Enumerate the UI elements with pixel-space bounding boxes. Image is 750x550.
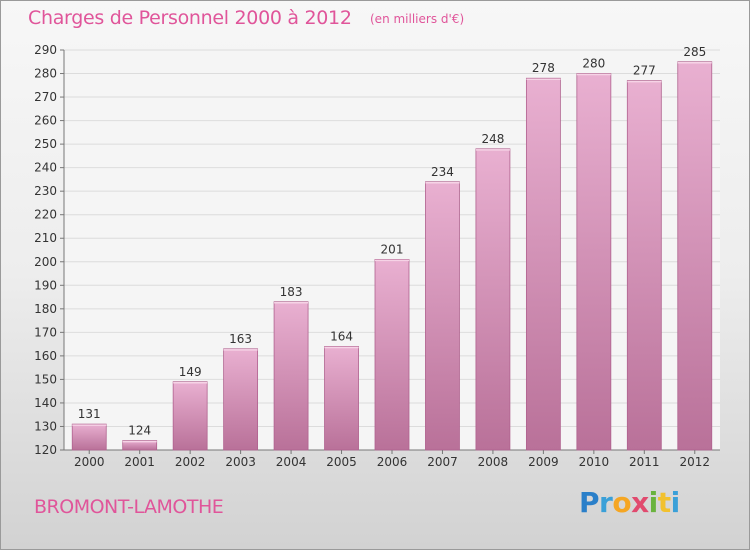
data-label: 163: [229, 332, 252, 346]
bar: [71, 423, 107, 451]
bar: [525, 77, 561, 451]
x-tick-label: 2008: [478, 455, 509, 469]
bar: [677, 61, 713, 451]
data-label: 280: [582, 57, 605, 71]
data-label: 124: [128, 424, 151, 438]
y-tick-label: 220: [34, 208, 57, 222]
x-tick-label: 2002: [175, 455, 206, 469]
bar: [475, 148, 511, 451]
bar: [374, 259, 410, 451]
y-tick-label: 230: [34, 184, 57, 198]
x-tick-label: 2009: [528, 455, 559, 469]
y-tick-label: 120: [34, 443, 57, 457]
x-tick-label: 2011: [629, 455, 660, 469]
y-tick-label: 150: [34, 372, 57, 386]
data-label: 131: [78, 407, 101, 421]
x-tick-label: 2001: [124, 455, 155, 469]
x-tick-label: 2010: [579, 455, 610, 469]
x-tick-label: 2006: [377, 455, 408, 469]
logo-letter: i: [670, 486, 681, 519]
y-tick-label: 130: [34, 419, 57, 433]
y-tick-label: 250: [34, 137, 57, 151]
y-tick-label: 290: [34, 43, 57, 57]
y-tick-label: 280: [34, 67, 57, 81]
logo-letter: t: [657, 486, 671, 519]
y-tick-label: 190: [34, 278, 57, 292]
x-tick-label: 2004: [276, 455, 307, 469]
y-tick-label: 170: [34, 325, 57, 339]
data-label: 277: [633, 64, 656, 78]
data-label: 285: [683, 45, 706, 59]
chart-subtitle: (en milliers d'€): [370, 12, 465, 26]
logo-letter: P: [579, 486, 600, 519]
data-label: 278: [532, 61, 555, 75]
y-tick-label: 160: [34, 349, 57, 363]
x-tick-label: 2000: [74, 455, 105, 469]
x-tick-label: 2005: [326, 455, 357, 469]
logo-letter: o: [612, 486, 632, 519]
bar: [223, 348, 259, 451]
x-tick-label: 2003: [225, 455, 256, 469]
bar: [324, 346, 359, 451]
data-label: 201: [381, 242, 404, 256]
y-tick-label: 200: [34, 255, 57, 269]
data-label: 164: [330, 329, 353, 343]
bar: [172, 381, 208, 451]
bar: [273, 301, 309, 451]
data-label: 149: [179, 365, 202, 379]
bar: [626, 80, 662, 451]
x-tick-label: 2007: [427, 455, 458, 469]
y-tick-label: 260: [34, 114, 57, 128]
proxiti-logo[interactable]: Proxiti: [579, 486, 680, 519]
data-label: 183: [280, 285, 303, 299]
data-label: 248: [481, 132, 504, 146]
y-tick-label: 270: [34, 90, 57, 104]
data-label: 234: [431, 165, 454, 179]
y-tick-label: 240: [34, 161, 57, 175]
place-name: BROMONT-LAMOTHE: [34, 496, 224, 518]
logo-letter: i: [648, 486, 659, 519]
y-tick-label: 140: [34, 396, 57, 410]
bar: [425, 181, 460, 451]
y-tick-label: 180: [34, 302, 57, 316]
bar: [576, 73, 612, 451]
x-tick-label: 2012: [679, 455, 710, 469]
chart-title: Charges de Personnel 2000 à 2012: [28, 7, 352, 29]
y-tick-label: 210: [34, 231, 57, 245]
logo-letter: r: [599, 486, 613, 519]
logo-letter: x: [631, 486, 649, 519]
